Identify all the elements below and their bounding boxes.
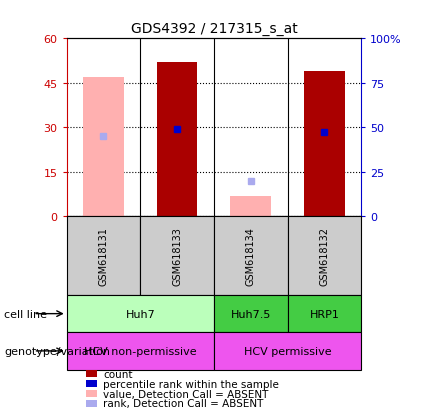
Bar xyxy=(140,217,214,295)
Text: GSM618133: GSM618133 xyxy=(172,227,182,285)
Bar xyxy=(288,295,361,332)
Text: HRP1: HRP1 xyxy=(310,309,339,319)
Bar xyxy=(288,217,361,295)
Title: GDS4392 / 217315_s_at: GDS4392 / 217315_s_at xyxy=(131,21,297,36)
Text: HCV non-permissive: HCV non-permissive xyxy=(84,346,197,356)
Text: GSM618132: GSM618132 xyxy=(319,227,329,285)
Bar xyxy=(214,332,361,370)
Text: value, Detection Call = ABSENT: value, Detection Call = ABSENT xyxy=(103,389,269,399)
Bar xyxy=(67,332,214,370)
Text: cell line: cell line xyxy=(4,309,47,319)
Text: GSM618134: GSM618134 xyxy=(246,227,256,285)
Text: GSM618131: GSM618131 xyxy=(98,227,108,285)
Text: Huh7: Huh7 xyxy=(126,309,155,319)
Bar xyxy=(214,295,288,332)
Bar xyxy=(83,78,124,217)
Text: count: count xyxy=(103,369,133,379)
Text: genotype/variation: genotype/variation xyxy=(4,346,111,356)
Text: rank, Detection Call = ABSENT: rank, Detection Call = ABSENT xyxy=(103,399,264,408)
Bar xyxy=(67,217,140,295)
Bar xyxy=(214,217,288,295)
Text: Huh7.5: Huh7.5 xyxy=(230,309,271,319)
Bar xyxy=(230,196,271,217)
Bar xyxy=(304,72,344,217)
Text: percentile rank within the sample: percentile rank within the sample xyxy=(103,379,279,389)
Bar xyxy=(157,63,197,217)
Text: HCV permissive: HCV permissive xyxy=(244,346,332,356)
Bar xyxy=(67,295,214,332)
